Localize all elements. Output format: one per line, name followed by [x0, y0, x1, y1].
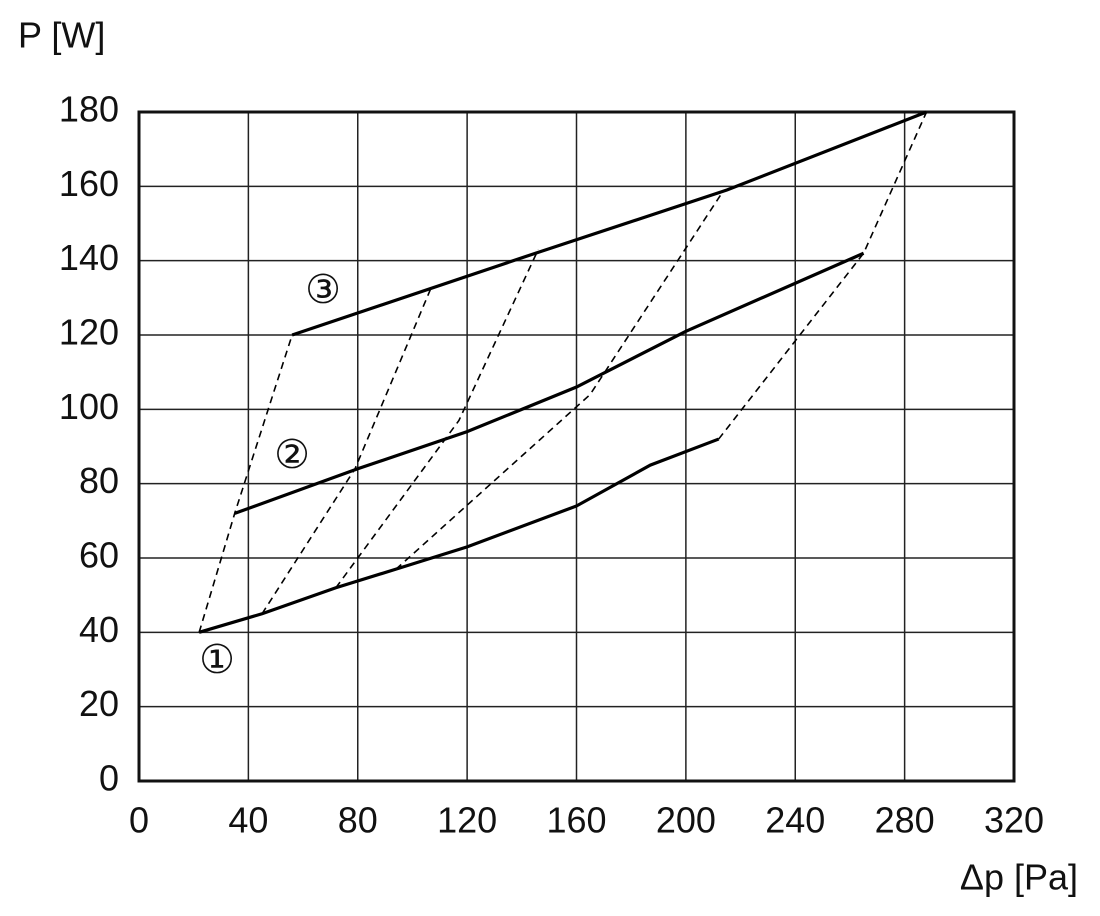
x-tick-label: 0: [129, 800, 149, 841]
y-tick-label: 60: [79, 535, 119, 576]
x-tick-label: 320: [984, 800, 1044, 841]
y-tick-label: 80: [79, 460, 119, 501]
curve-label: ②: [274, 432, 310, 478]
x-axis-label: Δp [Pa]: [960, 857, 1078, 898]
y-tick-label: 40: [79, 609, 119, 650]
dashed-line: [395, 193, 723, 570]
plot-frame: [137, 110, 1016, 783]
dashed-line: [718, 111, 928, 440]
dashed-line: [198, 334, 293, 633]
curve: [234, 251, 865, 515]
x-tick-label: 120: [437, 800, 497, 841]
y-tick-label: 0: [99, 758, 119, 799]
y-tick-label: 180: [59, 89, 119, 130]
curve-label: ③: [305, 267, 341, 313]
y-tick-label: 100: [59, 386, 119, 427]
curve: [198, 437, 720, 634]
y-axis-label: P [W]: [18, 15, 105, 56]
dashed-line: [261, 286, 433, 615]
y-tick-label: 160: [59, 163, 119, 204]
y-tick-label: 120: [59, 312, 119, 353]
x-tick-label: 280: [875, 800, 935, 841]
x-tick-label: 240: [765, 800, 825, 841]
x-tick-label: 160: [546, 800, 606, 841]
curve: [291, 110, 928, 337]
x-tick-label: 80: [338, 800, 378, 841]
y-tick-label: 20: [79, 683, 119, 724]
x-tick-label: 40: [228, 800, 268, 841]
curve-label: ①: [199, 637, 235, 683]
x-tick-label: 200: [656, 800, 716, 841]
y-tick-label: 140: [59, 237, 119, 278]
dashed-line: [335, 249, 539, 589]
